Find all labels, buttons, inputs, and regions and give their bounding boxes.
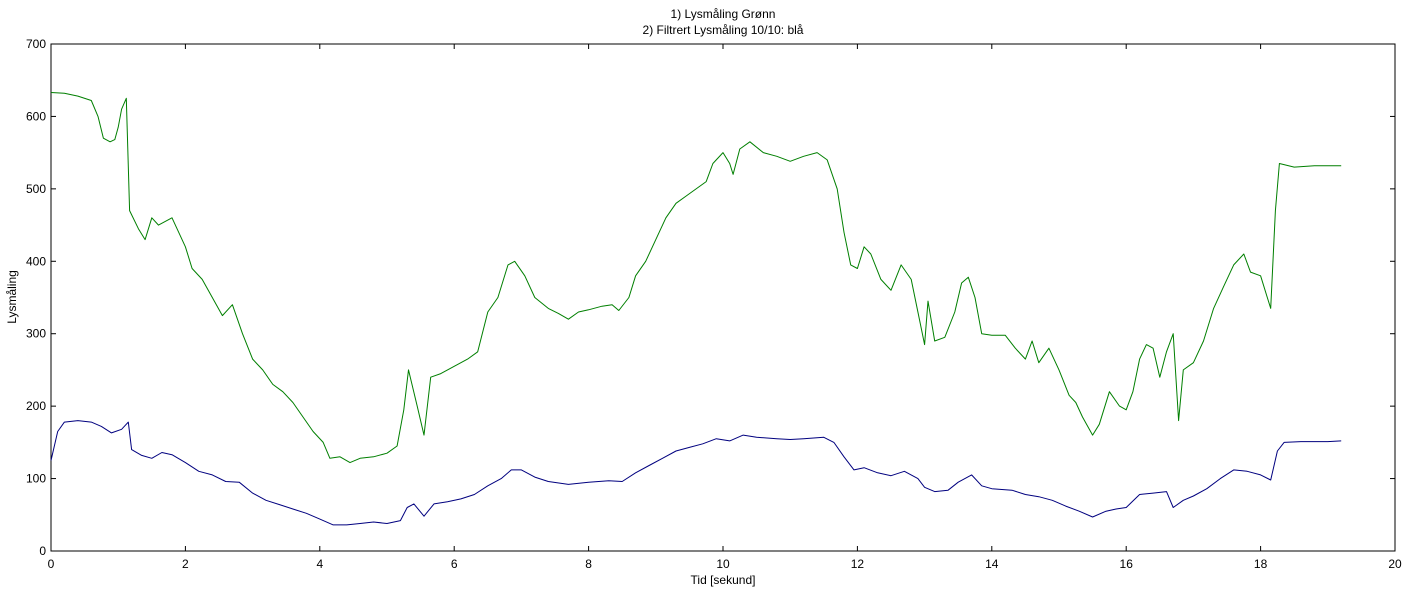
y-tick-label: 100 bbox=[26, 472, 46, 486]
chart-title-line-1: 1) Lysmåling Grønn bbox=[671, 7, 776, 21]
x-tick-label: 0 bbox=[48, 557, 55, 571]
chart-title-line-2: 2) Filtrert Lysmåling 10/10: blå bbox=[643, 23, 804, 37]
plot-area bbox=[50, 43, 1396, 552]
x-tick-label: 20 bbox=[1388, 557, 1402, 571]
x-tick-label: 14 bbox=[985, 557, 999, 571]
series-line-blue bbox=[50, 420, 1342, 526]
x-tick-label: 8 bbox=[585, 557, 592, 571]
x-tick-label: 6 bbox=[451, 557, 458, 571]
series-line-green bbox=[50, 92, 1342, 464]
y-tick-label: 300 bbox=[26, 327, 46, 341]
x-tick-label: 16 bbox=[1120, 557, 1134, 571]
y-axis-label: Lysmåling bbox=[5, 270, 19, 324]
y-axis-ticks: 0 100 200 300 400 500 600 700 bbox=[26, 37, 1395, 558]
y-tick-label: 600 bbox=[26, 109, 46, 123]
series-layer bbox=[50, 92, 1342, 526]
x-axis-label: Tid [sekund] bbox=[691, 573, 756, 587]
y-tick-label: 500 bbox=[26, 182, 46, 196]
x-tick-label: 10 bbox=[716, 557, 730, 571]
x-tick-label: 2 bbox=[182, 557, 189, 571]
x-tick-label: 12 bbox=[851, 557, 865, 571]
x-tick-label: 18 bbox=[1254, 557, 1268, 571]
y-tick-label: 400 bbox=[26, 254, 46, 268]
y-tick-label: 200 bbox=[26, 399, 46, 413]
y-tick-label: 0 bbox=[39, 544, 46, 558]
x-tick-label: 4 bbox=[316, 557, 323, 571]
y-tick-label: 700 bbox=[26, 37, 46, 51]
x-axis-ticks: 0 2 4 6 8 10 12 14 16 18 20 bbox=[48, 44, 1402, 571]
